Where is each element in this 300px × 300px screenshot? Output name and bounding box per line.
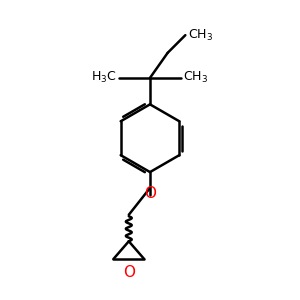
Text: CH$_3$: CH$_3$ [183, 70, 208, 85]
Text: O: O [123, 266, 135, 280]
Text: O: O [144, 186, 156, 201]
Text: CH$_3$: CH$_3$ [188, 28, 213, 43]
Text: H$_3$C: H$_3$C [91, 70, 117, 85]
